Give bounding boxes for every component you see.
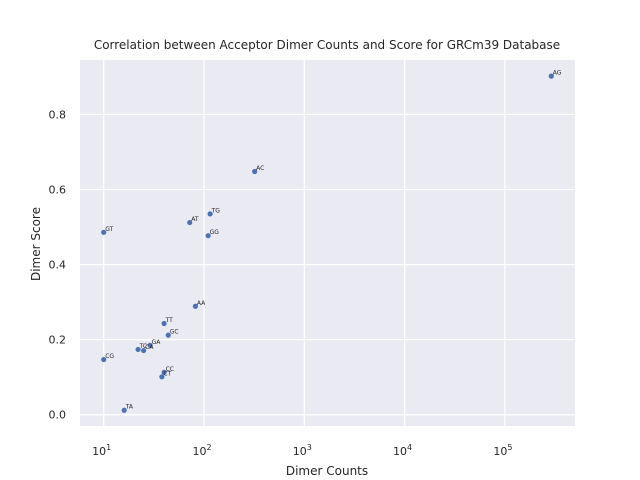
y-tick-label: 0.4 xyxy=(49,259,67,272)
data-point xyxy=(161,320,167,327)
data-point xyxy=(187,219,193,226)
x-axis-label: Dimer Counts xyxy=(286,464,368,478)
grid-lines xyxy=(80,60,575,426)
point-label: TT xyxy=(165,317,174,324)
data-point xyxy=(205,233,211,239)
x-tick-label: 105 xyxy=(493,443,512,458)
tick-labels: 101 102 103 104 105 0.0 0.2 0.4 0.6 0.8 xyxy=(49,108,513,458)
data-point xyxy=(165,332,171,338)
point-label: GT xyxy=(105,226,113,233)
point-label: CT xyxy=(163,370,171,377)
point-label: CA xyxy=(145,344,154,351)
y-axis-label: Dimer Score xyxy=(29,207,43,281)
x-tick-label: 103 xyxy=(293,443,312,458)
data-point xyxy=(192,303,198,309)
point-label: AA xyxy=(197,300,206,307)
point-label: AT xyxy=(191,216,199,223)
data-point xyxy=(161,369,167,375)
point-label: GA xyxy=(152,339,162,346)
data-point xyxy=(101,356,107,363)
x-tick-label: 101 xyxy=(92,443,111,458)
data-point xyxy=(141,347,147,354)
y-tick-label: 0.2 xyxy=(49,334,67,347)
y-tick-label: 0.6 xyxy=(49,184,67,197)
point-label: CG xyxy=(105,353,114,360)
point-label: TA xyxy=(125,404,134,411)
data-point xyxy=(252,168,258,175)
plot-area xyxy=(80,60,575,426)
x-tick-label: 104 xyxy=(393,443,412,458)
data-point xyxy=(147,342,153,348)
chart-title: Correlation between Acceptor Dimer Count… xyxy=(94,38,560,52)
point-label: TG xyxy=(211,207,221,214)
point-label: CC xyxy=(166,366,174,373)
data-point xyxy=(548,73,554,79)
point-label: AG xyxy=(553,70,562,77)
data-point xyxy=(121,407,127,413)
point-label: AC xyxy=(256,165,264,172)
point-label: GG xyxy=(210,229,220,236)
point-label: TC xyxy=(139,343,148,350)
data-point xyxy=(135,346,141,353)
y-tick-label: 0.8 xyxy=(49,108,67,121)
point-label: GC xyxy=(170,329,179,336)
data-point xyxy=(101,229,107,235)
data-point xyxy=(159,374,165,380)
x-tick-label: 102 xyxy=(192,443,211,458)
y-tick-label: 0.0 xyxy=(49,409,67,422)
data-point xyxy=(207,211,213,217)
